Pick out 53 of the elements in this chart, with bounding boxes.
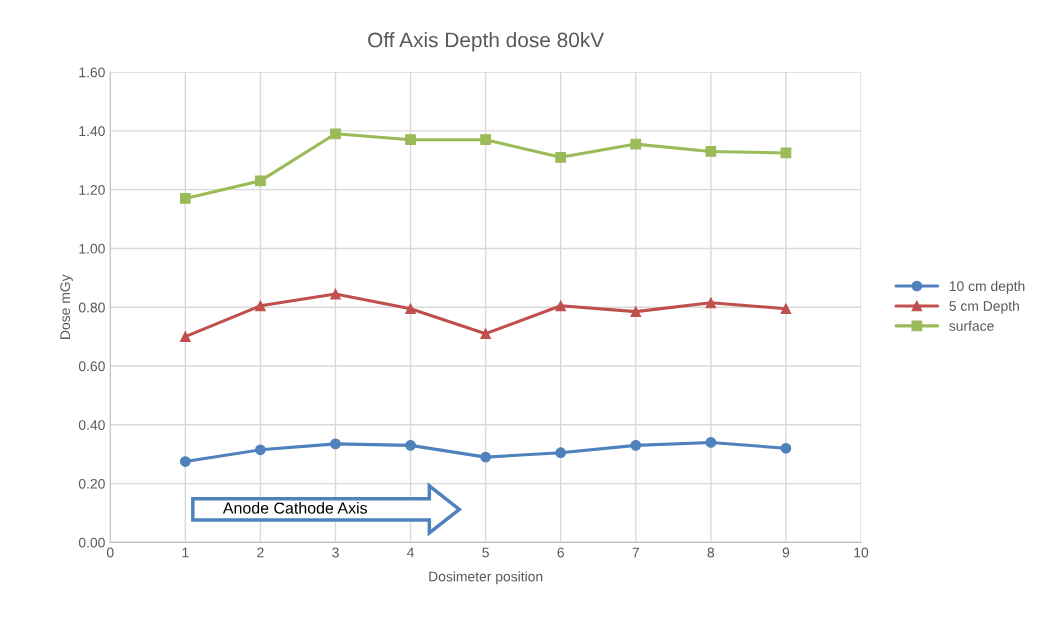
point <box>705 437 717 448</box>
y-tick-label: 0.40 <box>78 420 105 430</box>
point <box>705 146 717 157</box>
x-tick-label: 8 <box>707 547 715 558</box>
x-tick-label: 3 <box>332 547 339 558</box>
annotation: Anode Cathode Axis <box>222 501 368 514</box>
point <box>330 288 341 300</box>
legend-label: 10 cm depth <box>949 280 1025 294</box>
x-tick-label: 10 <box>854 547 869 558</box>
x-tick-label: 4 <box>407 547 415 558</box>
point <box>330 128 341 140</box>
point <box>330 438 341 450</box>
x-axis-title: Dosimeter position <box>429 571 543 585</box>
point <box>179 331 191 342</box>
x-tick-label: 2 <box>257 547 264 558</box>
y-tick-label: 1.40 <box>79 126 105 137</box>
y-tick-label: 0.80 <box>78 302 105 313</box>
point <box>405 439 416 451</box>
point <box>480 328 492 340</box>
y-tick-label: 1.00 <box>79 243 105 254</box>
point <box>480 451 492 463</box>
point <box>405 303 416 315</box>
point <box>179 456 191 467</box>
legend-label: 5 cm Depth <box>949 300 1019 314</box>
point <box>255 175 266 187</box>
point <box>630 306 642 318</box>
point <box>630 138 642 150</box>
x-tick-label: 5 <box>482 547 489 558</box>
point <box>705 297 717 309</box>
point <box>780 442 792 454</box>
x-tick-label: 1 <box>182 547 189 558</box>
point <box>405 134 416 146</box>
y-tick-label: 0.60 <box>78 361 105 372</box>
y-tick-label: 0.00 <box>78 537 105 548</box>
point <box>179 193 191 204</box>
legend-label: surface <box>949 320 994 331</box>
point <box>555 447 567 459</box>
x-tick-label: 7 <box>632 547 639 558</box>
x-tick-label: 9 <box>782 547 790 558</box>
x-tick-label: 6 <box>557 547 564 558</box>
point <box>630 439 642 451</box>
chart-title: Off Axis Depth dose 80kV <box>368 32 605 52</box>
point <box>255 300 266 312</box>
y-tick-label: 0.20 <box>78 478 105 489</box>
point <box>255 444 266 456</box>
point <box>555 151 567 163</box>
y-axis-title: Dose mGy <box>60 274 73 339</box>
point <box>480 134 492 146</box>
point <box>780 303 792 315</box>
y-tick-label: 1.60 <box>79 67 105 78</box>
y-tick-label: 1.20 <box>79 185 105 195</box>
x-tick-label: 0 <box>106 547 114 558</box>
point <box>555 300 567 312</box>
